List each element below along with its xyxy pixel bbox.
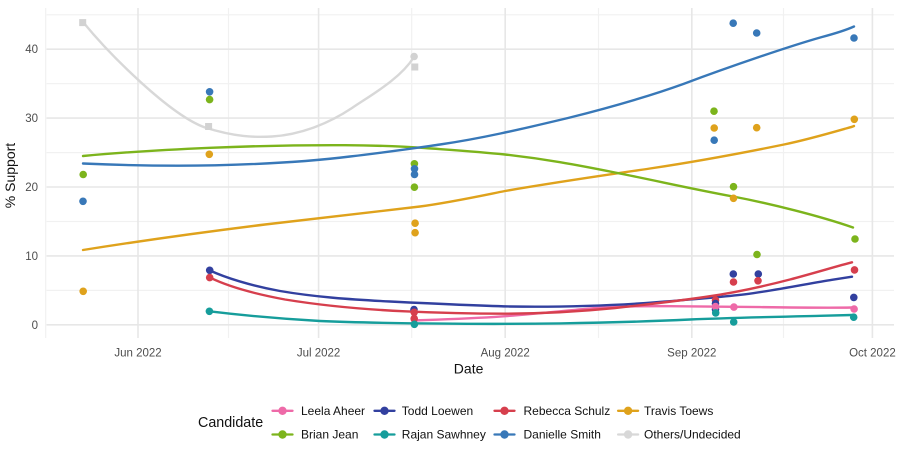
svg-text:% Support: % Support xyxy=(2,143,18,208)
svg-text:30: 30 xyxy=(25,113,38,125)
svg-text:Todd Loewen: Todd Loewen xyxy=(402,404,473,418)
svg-text:Oct 2022: Oct 2022 xyxy=(849,348,896,360)
svg-text:10: 10 xyxy=(25,251,38,263)
svg-text:Aug 2022: Aug 2022 xyxy=(481,348,530,360)
svg-text:Travis Toews: Travis Toews xyxy=(644,404,713,418)
svg-text:40: 40 xyxy=(25,44,38,56)
svg-text:Date: Date xyxy=(454,361,484,377)
svg-text:Jun 2022: Jun 2022 xyxy=(114,348,161,360)
svg-text:Others/Undecided: Others/Undecided xyxy=(644,428,741,442)
svg-text:Leela Aheer: Leela Aheer xyxy=(301,404,365,418)
svg-text:0: 0 xyxy=(32,320,38,332)
svg-text:Brian Jean: Brian Jean xyxy=(301,428,358,442)
svg-text:Rebecca Schulz: Rebecca Schulz xyxy=(524,404,611,418)
svg-text:Candidate: Candidate xyxy=(198,415,263,431)
svg-text:Sep 2022: Sep 2022 xyxy=(667,348,716,360)
svg-text:Jul 2022: Jul 2022 xyxy=(297,348,340,360)
svg-text:20: 20 xyxy=(25,182,38,194)
svg-text:Danielle Smith: Danielle Smith xyxy=(524,428,601,442)
svg-text:Rajan Sawhney: Rajan Sawhney xyxy=(402,428,486,442)
